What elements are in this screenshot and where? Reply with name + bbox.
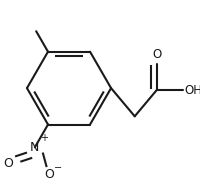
Text: N: N xyxy=(30,141,40,154)
Text: −: − xyxy=(54,163,63,173)
Text: O: O xyxy=(152,48,161,60)
Text: OH: OH xyxy=(184,84,200,97)
Text: O: O xyxy=(4,156,13,170)
Text: +: + xyxy=(40,133,48,143)
Text: O: O xyxy=(44,168,54,181)
